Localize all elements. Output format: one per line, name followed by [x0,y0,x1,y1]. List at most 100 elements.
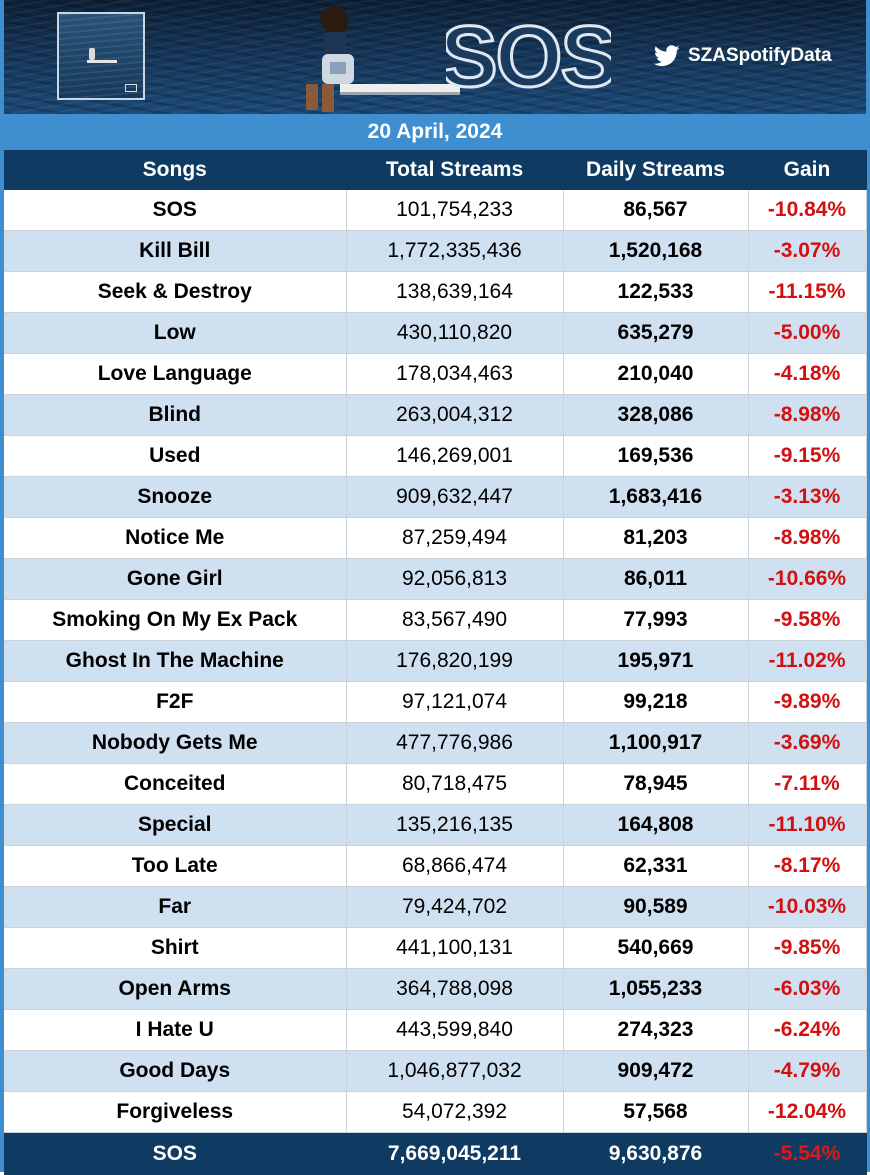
table-row: Open Arms 364,788,098 1,055,233 -6.03% [4,968,867,1010]
daily-streams-cell: 86,011 [563,558,749,600]
gain-cell: -6.24% [748,1009,867,1051]
table-row: Shirt 441,100,131 540,669 -9.85% [4,927,867,969]
parental-advisory-shape [125,84,137,92]
daily-streams-cell: 909,472 [563,1050,749,1092]
artist-on-board-illustration [306,6,460,112]
song-cell: Seek & Destroy [4,271,347,313]
daily-streams-cell: 90,589 [563,886,749,928]
gain-cell: -8.98% [748,394,867,436]
song-cell: Low [4,312,347,354]
song-cell: Nobody Gets Me [4,722,347,764]
gain-cell: -11.10% [748,804,867,846]
twitter-handle: SZASpotifyData [654,41,832,71]
header-songs: Songs [4,150,347,190]
daily-streams-cell: 77,993 [563,599,749,641]
total-streams-cell: 92,056,813 [346,558,564,600]
song-cell: SOS [4,190,347,231]
gain-cell: -10.66% [748,558,867,600]
table-row: Kill Bill 1,772,335,436 1,520,168 -3.07% [4,230,867,272]
table-row: Special 135,216,135 164,808 -11.10% [4,804,867,846]
total-streams-cell: 1,772,335,436 [346,230,564,272]
song-cell: Open Arms [4,968,347,1010]
album-total-row: SOS 7,669,045,211 9,630,876 -5.54% [4,1132,867,1175]
gain-cell: -3.07% [748,230,867,272]
gain-cell: -4.18% [748,353,867,395]
daily-streams-cell: 86,567 [563,190,749,231]
daily-streams-cell: 1,100,917 [563,722,749,764]
total-streams-cell: 87,259,494 [346,517,564,559]
total-streams-cell: 101,754,233 [346,190,564,231]
gain-cell: -10.84% [748,190,867,231]
table-row: Used 146,269,001 169,536 -9.15% [4,435,867,477]
table-row: Smoking On My Ex Pack 83,567,490 77,993 … [4,599,867,641]
gain-cell: -9.85% [748,927,867,969]
sos-logo-text: SOS [446,9,611,100]
daily-streams-cell: 635,279 [563,312,749,354]
table-row: Conceited 80,718,475 78,945 -7.11% [4,763,867,805]
total-streams-cell: 430,110,820 [346,312,564,354]
total-streams-cell: 176,820,199 [346,640,564,682]
table-row: F2F 97,121,074 99,218 -9.89% [4,681,867,723]
gain-cell: -9.58% [748,599,867,641]
table-row: I Hate U 443,599,840 274,323 -6.24% [4,1009,867,1051]
total-streams-cell: 79,424,702 [346,886,564,928]
header-total-streams: Total Streams [346,150,564,190]
song-cell: Notice Me [4,517,347,559]
daily-streams-sum-cell: 9,630,876 [563,1132,749,1175]
daily-streams-cell: 62,331 [563,845,749,887]
gain-cell: -6.03% [748,968,867,1010]
total-streams-cell: 68,866,474 [346,845,564,887]
header-gain: Gain [748,150,867,190]
total-streams-cell: 477,776,986 [346,722,564,764]
table-row: Snooze 909,632,447 1,683,416 -3.13% [4,476,867,518]
song-cell: I Hate U [4,1009,347,1051]
figure-shape [89,48,95,60]
total-streams-cell: 178,034,463 [346,353,564,395]
daily-streams-cell: 210,040 [563,353,749,395]
table-row: Love Language 178,034,463 210,040 -4.18% [4,353,867,395]
song-cell: Blind [4,394,347,436]
daily-streams-cell: 195,971 [563,640,749,682]
song-cell: Conceited [4,763,347,805]
gain-cell: -11.02% [748,640,867,682]
sos-logo: SOS [446,8,611,100]
song-cell: Snooze [4,476,347,518]
daily-streams-cell: 274,323 [563,1009,749,1051]
gain-cell: -7.11% [748,763,867,805]
song-cell: Too Late [4,845,347,887]
daily-streams-cell: 169,536 [563,435,749,477]
total-album-cell: SOS [4,1132,347,1175]
daily-streams-cell: 57,568 [563,1091,749,1133]
daily-streams-cell: 78,945 [563,763,749,805]
total-streams-cell: 80,718,475 [346,763,564,805]
total-streams-cell: 441,100,131 [346,927,564,969]
twitter-bird-icon [654,45,680,67]
table-row: Gone Girl 92,056,813 86,011 -10.66% [4,558,867,600]
table-row: Seek & Destroy 138,639,164 122,533 -11.1… [4,271,867,313]
gain-cell: -11.15% [748,271,867,313]
gain-cell: -3.69% [748,722,867,764]
song-cell: Special [4,804,347,846]
table-row: Nobody Gets Me 477,776,986 1,100,917 -3.… [4,722,867,764]
gain-cell: -4.79% [748,1050,867,1092]
total-gain-cell: -5.54% [748,1132,867,1175]
album-cover-image [57,12,145,100]
total-streams-cell: 443,599,840 [346,1009,564,1051]
table-row: Good Days 1,046,877,032 909,472 -4.79% [4,1050,867,1092]
total-streams-cell: 1,046,877,032 [346,1050,564,1092]
gain-cell: -5.00% [748,312,867,354]
total-streams-cell: 135,216,135 [346,804,564,846]
diving-board-shape [87,60,117,63]
gain-cell: -8.98% [748,517,867,559]
daily-streams-cell: 540,669 [563,927,749,969]
table-row: Far 79,424,702 90,589 -10.03% [4,886,867,928]
header-daily-streams: Daily Streams [563,150,749,190]
total-streams-sum-cell: 7,669,045,211 [346,1132,564,1175]
total-streams-cell: 138,639,164 [346,271,564,313]
song-cell: Good Days [4,1050,347,1092]
daily-streams-cell: 328,086 [563,394,749,436]
daily-streams-cell: 81,203 [563,517,749,559]
gain-cell: -9.15% [748,435,867,477]
daily-streams-cell: 122,533 [563,271,749,313]
daily-streams-cell: 1,683,416 [563,476,749,518]
